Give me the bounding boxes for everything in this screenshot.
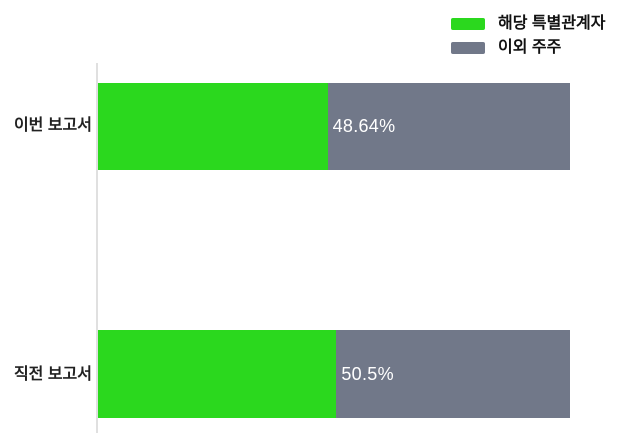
legend-label: 이외 주주 [498,39,562,56]
chart-legend: 해당 특별관계자 이외 주주 [451,12,606,60]
bar-row: 48.64% [98,83,570,170]
value-label: 48.64% [332,116,396,136]
legend-item-other-shareholders[interactable]: 이외 주주 [451,36,606,60]
legend-swatch-green [451,18,485,30]
category-label-current-report: 이번 보고서 [13,117,92,134]
bar-segment-other-shareholders: 48.64% [327,83,570,170]
y-axis-line [96,63,98,433]
legend-swatch-gray [451,42,485,54]
bar-segment-other-shareholders: 50.5% [336,330,570,418]
bar-segment-special-holders [98,83,328,170]
value-label: 50.5% [341,363,394,384]
bar-row: 50.5% [98,330,570,418]
category-label-previous-report: 직전 보고서 [13,366,92,383]
legend-label: 해당 특별관계자 [498,15,606,32]
legend-item-special-holders[interactable]: 해당 특별관계자 [451,12,606,36]
bar-segment-special-holders [98,330,337,418]
